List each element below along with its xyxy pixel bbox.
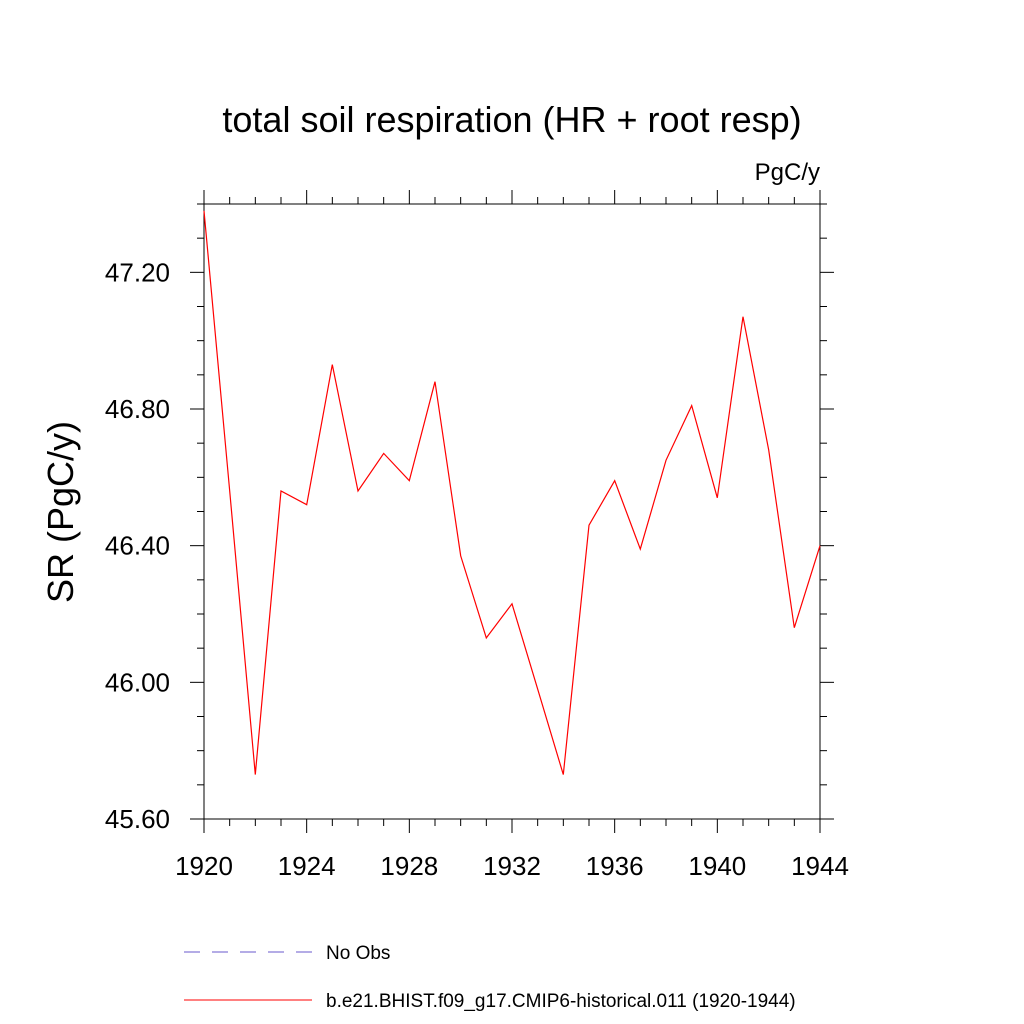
y-tick-label: 46.40 xyxy=(105,531,170,561)
y-tick-label: 46.80 xyxy=(105,394,170,424)
x-tick-label: 1924 xyxy=(278,851,336,881)
x-tick-label: 1944 xyxy=(791,851,849,881)
axis-tick-labels: 1920 1924 1928 1932 1936 1940 1944 45.60 46.00 46… xyxy=(105,257,849,881)
series-layer xyxy=(203,210,821,775)
x-tick-label: 1928 xyxy=(380,851,438,881)
series-line xyxy=(203,210,821,775)
chart-title: total soil respiration (HR + root resp) xyxy=(222,99,801,140)
y-tick-label: 45.60 xyxy=(105,804,170,834)
units-label: PgC/y xyxy=(755,159,820,186)
legend: No Obs b.e21.BHIST.f09_g17.CMIP6-historic… xyxy=(184,943,796,1012)
axis-ticks xyxy=(190,190,834,833)
x-tick-label: 1932 xyxy=(483,851,541,881)
x-tick-label: 1920 xyxy=(175,851,233,881)
y-tick-label: 46.00 xyxy=(105,667,170,697)
legend-label: No Obs xyxy=(326,943,390,964)
plot-frame xyxy=(203,203,821,820)
x-tick-label: 1940 xyxy=(688,851,746,881)
y-tick-label: 47.20 xyxy=(105,257,170,287)
legend-label: b.e21.BHIST.f09_g17.CMIP6-historical.011… xyxy=(326,991,796,1012)
y-axis-label: SR (PgC/y) xyxy=(40,421,81,603)
x-tick-label: 1936 xyxy=(586,851,644,881)
